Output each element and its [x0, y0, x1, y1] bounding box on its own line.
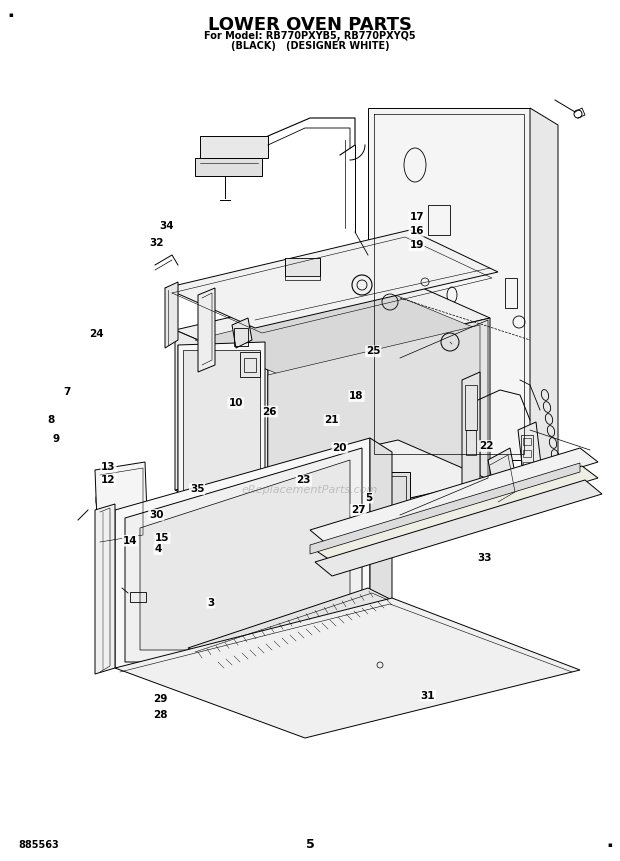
Polygon shape [488, 448, 518, 500]
Circle shape [124, 478, 132, 486]
Text: 32: 32 [149, 238, 164, 248]
Text: 22: 22 [479, 441, 494, 451]
Polygon shape [310, 463, 580, 554]
Polygon shape [310, 448, 598, 545]
Text: 16: 16 [409, 226, 424, 236]
Polygon shape [175, 440, 490, 530]
Text: 23: 23 [296, 475, 311, 486]
Polygon shape [125, 448, 362, 662]
Bar [523, 438, 531, 445]
Text: ▪: ▪ [8, 12, 13, 18]
Polygon shape [195, 158, 262, 176]
Text: 4: 4 [154, 544, 162, 554]
Circle shape [457, 267, 463, 273]
Polygon shape [370, 438, 392, 675]
Bar [234, 328, 248, 346]
Polygon shape [178, 345, 260, 520]
Text: 19: 19 [409, 240, 424, 251]
Text: (BLACK)   (DESIGNER WHITE): (BLACK) (DESIGNER WHITE) [231, 41, 389, 51]
Text: 885563: 885563 [18, 840, 59, 850]
Bar [523, 462, 531, 469]
Polygon shape [200, 136, 268, 158]
Bar [466, 430, 476, 455]
Bar [183, 350, 260, 525]
Text: ▪: ▪ [607, 842, 612, 848]
Text: 24: 24 [89, 329, 104, 339]
Text: 33: 33 [477, 553, 492, 563]
Polygon shape [140, 460, 350, 650]
Text: 18: 18 [349, 391, 364, 401]
Text: For Model: RB770PXYB5, RB770PXYQ5: For Model: RB770PXYB5, RB770PXYQ5 [204, 31, 416, 41]
Polygon shape [232, 318, 252, 348]
Polygon shape [368, 108, 530, 460]
Bar [244, 358, 256, 372]
Polygon shape [115, 598, 580, 738]
Text: 12: 12 [101, 475, 116, 486]
Text: 35: 35 [190, 484, 205, 494]
Text: 7: 7 [63, 387, 71, 397]
Polygon shape [212, 600, 406, 672]
Polygon shape [268, 318, 490, 530]
Polygon shape [165, 282, 178, 348]
Polygon shape [115, 438, 370, 668]
Text: 30: 30 [149, 510, 164, 520]
Text: 8: 8 [47, 415, 55, 425]
Bar [465, 385, 477, 430]
Bar [240, 352, 260, 377]
Text: eReplacementParts.com: eReplacementParts.com [242, 485, 378, 495]
Polygon shape [165, 230, 498, 328]
Bar [130, 592, 146, 602]
Text: 17: 17 [409, 212, 424, 222]
Text: 27: 27 [351, 505, 366, 515]
Bar [505, 278, 517, 308]
Bar [285, 258, 320, 276]
Polygon shape [530, 108, 558, 475]
Text: LOWER OVEN PARTS: LOWER OVEN PARTS [208, 16, 412, 34]
Text: 26: 26 [262, 406, 277, 417]
Bar [523, 474, 531, 481]
Text: 21: 21 [324, 415, 339, 425]
Polygon shape [178, 342, 265, 530]
Bar [362, 476, 406, 510]
Text: 9: 9 [52, 434, 60, 444]
Polygon shape [95, 462, 148, 548]
Text: 34: 34 [159, 220, 174, 231]
Text: 5: 5 [365, 492, 373, 503]
Text: 14: 14 [123, 536, 138, 546]
Text: 20: 20 [332, 443, 347, 453]
Text: 29: 29 [153, 694, 167, 704]
Polygon shape [175, 278, 490, 370]
Polygon shape [315, 480, 602, 576]
Bar [428, 205, 450, 235]
Text: 25: 25 [366, 346, 381, 356]
Polygon shape [312, 466, 598, 560]
Polygon shape [518, 422, 545, 506]
Text: 28: 28 [153, 709, 167, 720]
Polygon shape [462, 372, 480, 498]
Polygon shape [175, 330, 268, 530]
Polygon shape [198, 288, 215, 372]
Text: 31: 31 [420, 691, 435, 701]
Text: 3: 3 [207, 598, 215, 608]
Text: 10: 10 [228, 398, 243, 408]
Polygon shape [95, 504, 115, 674]
Text: 5: 5 [306, 839, 314, 852]
Bar [521, 435, 533, 490]
Bar [358, 472, 410, 514]
Polygon shape [195, 292, 480, 378]
Bar [523, 450, 531, 457]
Polygon shape [188, 588, 392, 660]
Text: 15: 15 [155, 533, 170, 543]
Polygon shape [268, 325, 480, 528]
Text: 13: 13 [101, 461, 116, 472]
